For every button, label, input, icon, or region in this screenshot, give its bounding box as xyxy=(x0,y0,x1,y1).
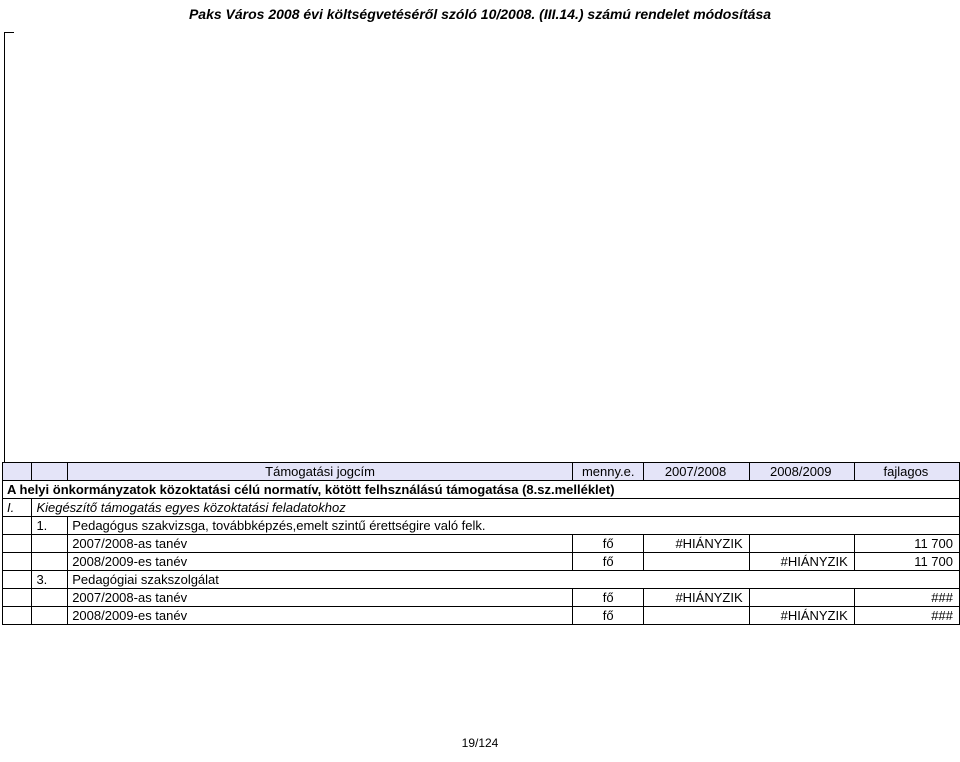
data-rate: ### xyxy=(854,589,959,607)
section-row: A helyi önkormányzatok közoktatási célú … xyxy=(3,481,960,499)
col-year1: 2007/2008 xyxy=(644,463,749,481)
item-text: Pedagógiai szakszolgálat xyxy=(68,571,960,589)
col-year2: 2008/2009 xyxy=(749,463,854,481)
data-text: 2008/2009-es tanév xyxy=(68,553,573,571)
data-row: 2007/2008-as tanév fő #HIÁNYZIK 11 700 xyxy=(3,535,960,553)
col-unit: menny.e. xyxy=(572,463,644,481)
col-title: Támogatási jogcím xyxy=(68,463,573,481)
item-row: 3. Pedagógiai szakszolgálat xyxy=(3,571,960,589)
data-unit: fő xyxy=(572,589,644,607)
data-row: 2008/2009-es tanév fő #HIÁNYZIK 11 700 xyxy=(3,553,960,571)
group-row: I. Kiegészítő támogatás egyes közoktatás… xyxy=(3,499,960,517)
data-row: 2008/2009-es tanév fő #HIÁNYZIK ### xyxy=(3,607,960,625)
data-text: 2007/2008-as tanév xyxy=(68,589,573,607)
data-unit: fő xyxy=(572,607,644,625)
data-rate: 11 700 xyxy=(854,535,959,553)
group-text: Kiegészítő támogatás egyes közoktatási f… xyxy=(32,499,960,517)
data-rate: 11 700 xyxy=(854,553,959,571)
section-text: A helyi önkormányzatok közoktatási célú … xyxy=(3,481,960,499)
budget-table: Támogatási jogcím menny.e. 2007/2008 200… xyxy=(2,462,960,625)
page-title: Paks Város 2008 évi költségvetéséről szó… xyxy=(0,0,960,22)
data-text: 2007/2008-as tanév xyxy=(68,535,573,553)
data-y2 xyxy=(749,535,854,553)
top-frame-fragment xyxy=(0,32,8,462)
table-wrapper: Támogatási jogcím menny.e. 2007/2008 200… xyxy=(0,462,960,625)
data-y1 xyxy=(644,607,749,625)
page-number: 19/124 xyxy=(0,736,960,750)
item-num: 3. xyxy=(32,571,68,589)
data-rate: ### xyxy=(854,607,959,625)
data-y2: #HIÁNYZIK xyxy=(749,553,854,571)
data-y2 xyxy=(749,589,854,607)
data-text: 2008/2009-es tanév xyxy=(68,607,573,625)
data-y1 xyxy=(644,553,749,571)
data-y1: #HIÁNYZIK xyxy=(644,535,749,553)
item-text: Pedagógus szakvizsga, továbbképzés,emelt… xyxy=(68,517,960,535)
data-y1: #HIÁNYZIK xyxy=(644,589,749,607)
group-num: I. xyxy=(3,499,32,517)
item-num: 1. xyxy=(32,517,68,535)
table-header-row: Támogatási jogcím menny.e. 2007/2008 200… xyxy=(3,463,960,481)
col-rate: fajlagos xyxy=(854,463,959,481)
data-row: 2007/2008-as tanév fő #HIÁNYZIK ### xyxy=(3,589,960,607)
data-unit: fő xyxy=(572,553,644,571)
data-y2: #HIÁNYZIK xyxy=(749,607,854,625)
item-row: 1. Pedagógus szakvizsga, továbbképzés,em… xyxy=(3,517,960,535)
data-unit: fő xyxy=(572,535,644,553)
